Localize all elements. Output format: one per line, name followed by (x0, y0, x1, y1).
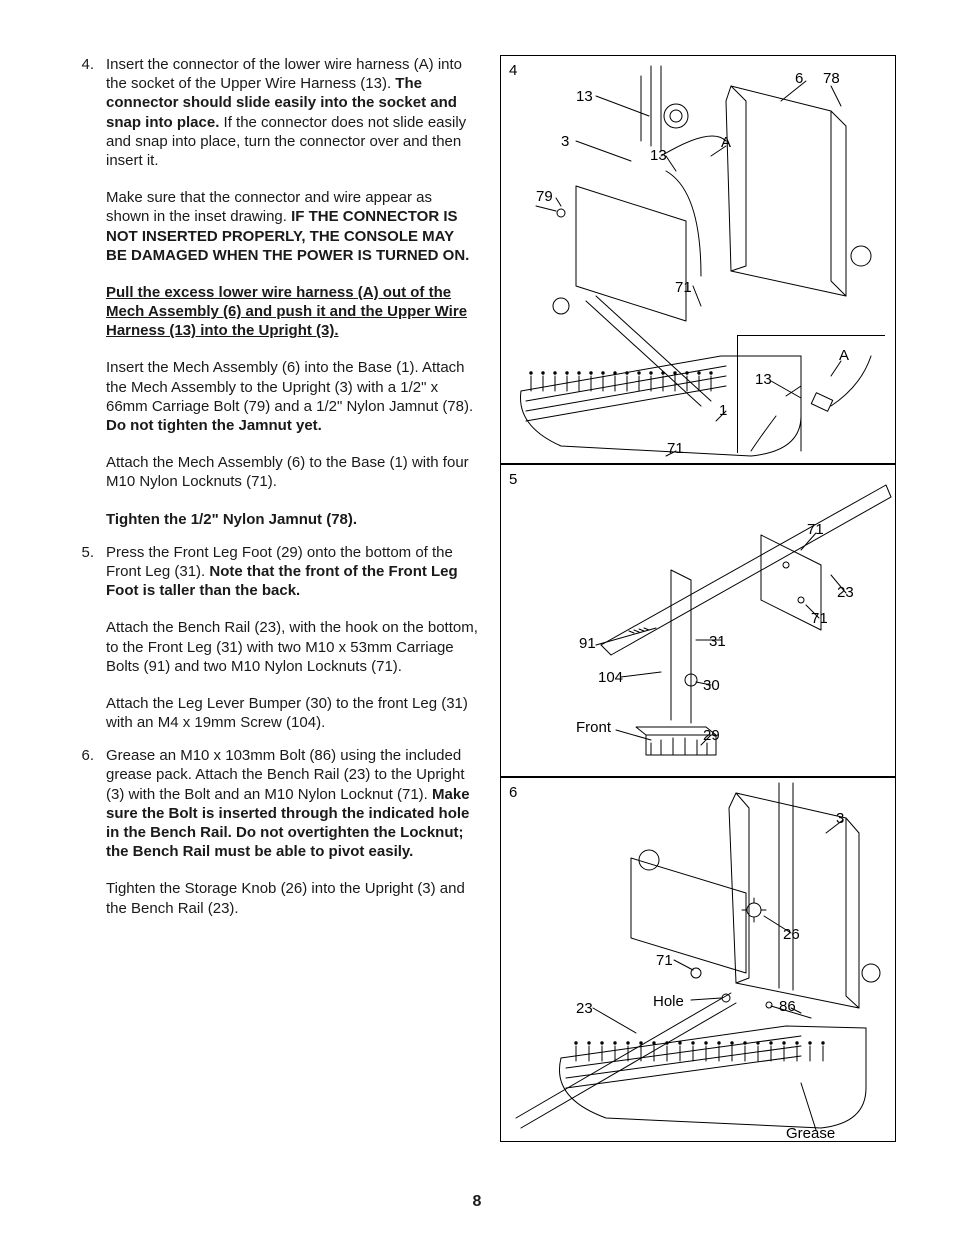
text-run: Attach the Leg Lever Bumper (30) to the … (106, 695, 468, 731)
callout-label: 71 (807, 521, 824, 538)
paragraph: Tighten the Storage Knob (26) into the U… (106, 879, 478, 917)
paragraph: Attach the Mech Assembly (6) to the Base… (106, 453, 478, 491)
columns: 4.Insert the connector of the lower wire… (76, 55, 894, 1142)
diagram-panel: 6 3 26 71 Hole 23 86 Grease (500, 777, 896, 1142)
callout-label: 23 (576, 1000, 593, 1017)
step-body: Press the Front Leg Foot (29) onto the b… (106, 543, 478, 733)
callout-label: 13 (576, 88, 593, 105)
panel-step-number: 6 (509, 784, 517, 801)
step: 6.Grease an M10 x 103mm Bolt (86) using … (76, 746, 478, 918)
callout-label: 26 (783, 926, 800, 943)
callout-label: A (721, 134, 731, 151)
callout-label: 31 (709, 633, 726, 650)
callout-label: 13 (650, 147, 667, 164)
paragraph: Insert the connector of the lower wire h… (106, 55, 478, 170)
instructions-column: 4.Insert the connector of the lower wire… (76, 55, 478, 1142)
page: 4.Insert the connector of the lower wire… (0, 0, 954, 1235)
paragraph: Tighten the 1/2" Nylon Jamnut (78). (106, 510, 478, 529)
callout-label: 91 (579, 635, 596, 652)
step-body: Insert the connector of the lower wire h… (106, 55, 478, 529)
step-body: Grease an M10 x 103mm Bolt (86) using th… (106, 746, 478, 918)
text-run: Attach the Mech Assembly (6) to the Base… (106, 454, 469, 490)
paragraph: Grease an M10 x 103mm Bolt (86) using th… (106, 746, 478, 861)
inset-box (737, 335, 885, 453)
callout-label: 30 (703, 677, 720, 694)
step-number: 5. (76, 543, 106, 733)
callout-label: 104 (598, 669, 623, 686)
callout-label: Hole (653, 993, 684, 1010)
paragraph: Pull the excess lower wire harness (A) o… (106, 283, 478, 341)
callout-label: Grease (786, 1125, 835, 1142)
text-run: Insert the Mech Assembly (6) into the Ba… (106, 359, 473, 414)
page-number: 8 (0, 1193, 954, 1211)
text-run: Attach the Bench Rail (23), with the hoo… (106, 619, 478, 674)
paragraph: Attach the Leg Lever Bumper (30) to the … (106, 694, 478, 732)
callout-label: 71 (811, 610, 828, 627)
callout-label: 3 (561, 133, 569, 150)
diagram-column: 413678313A797113A1715712371913110430Fron… (500, 55, 896, 1142)
callout-label: 6 (795, 70, 803, 87)
panel-step-number: 5 (509, 471, 517, 488)
callout-label: 23 (837, 584, 854, 601)
step: 4.Insert the connector of the lower wire… (76, 55, 478, 529)
step: 5.Press the Front Leg Foot (29) onto the… (76, 543, 478, 733)
text-run: Tighten the 1/2" Nylon Jamnut (78). (106, 511, 357, 528)
diagram-panel: 413678313A797113A171 (500, 55, 896, 464)
callout-label: 86 (779, 998, 796, 1015)
callout-label: 29 (703, 727, 720, 744)
text-run: Do not tighten the Jamnut yet. (106, 417, 322, 434)
paragraph: Insert the Mech Assembly (6) into the Ba… (106, 358, 478, 435)
callout-label: 78 (823, 70, 840, 87)
callout-label: 71 (656, 952, 673, 969)
step-number: 6. (76, 746, 106, 918)
step-number: 4. (76, 55, 106, 529)
callout-label: 71 (675, 279, 692, 296)
callout-label: 3 (836, 810, 844, 827)
diagram-panel: 5 71 23 71 91 31 104 30 Front 29 (500, 464, 896, 777)
text-run: Tighten the Storage Knob (26) into the U… (106, 880, 465, 916)
paragraph: Press the Front Leg Foot (29) onto the b… (106, 543, 478, 601)
callout-label: Front (576, 719, 611, 736)
callout-label: 1 (719, 402, 727, 419)
callout-label: 79 (536, 188, 553, 205)
panel-step-number: 4 (509, 62, 517, 79)
paragraph: Make sure that the connector and wire ap… (106, 188, 478, 265)
text-run: Grease an M10 x 103mm Bolt (86) using th… (106, 747, 465, 802)
paragraph: Attach the Bench Rail (23), with the hoo… (106, 618, 478, 676)
text-run: Pull the excess lower wire harness (A) o… (106, 284, 467, 339)
callout-label: 71 (667, 440, 684, 457)
